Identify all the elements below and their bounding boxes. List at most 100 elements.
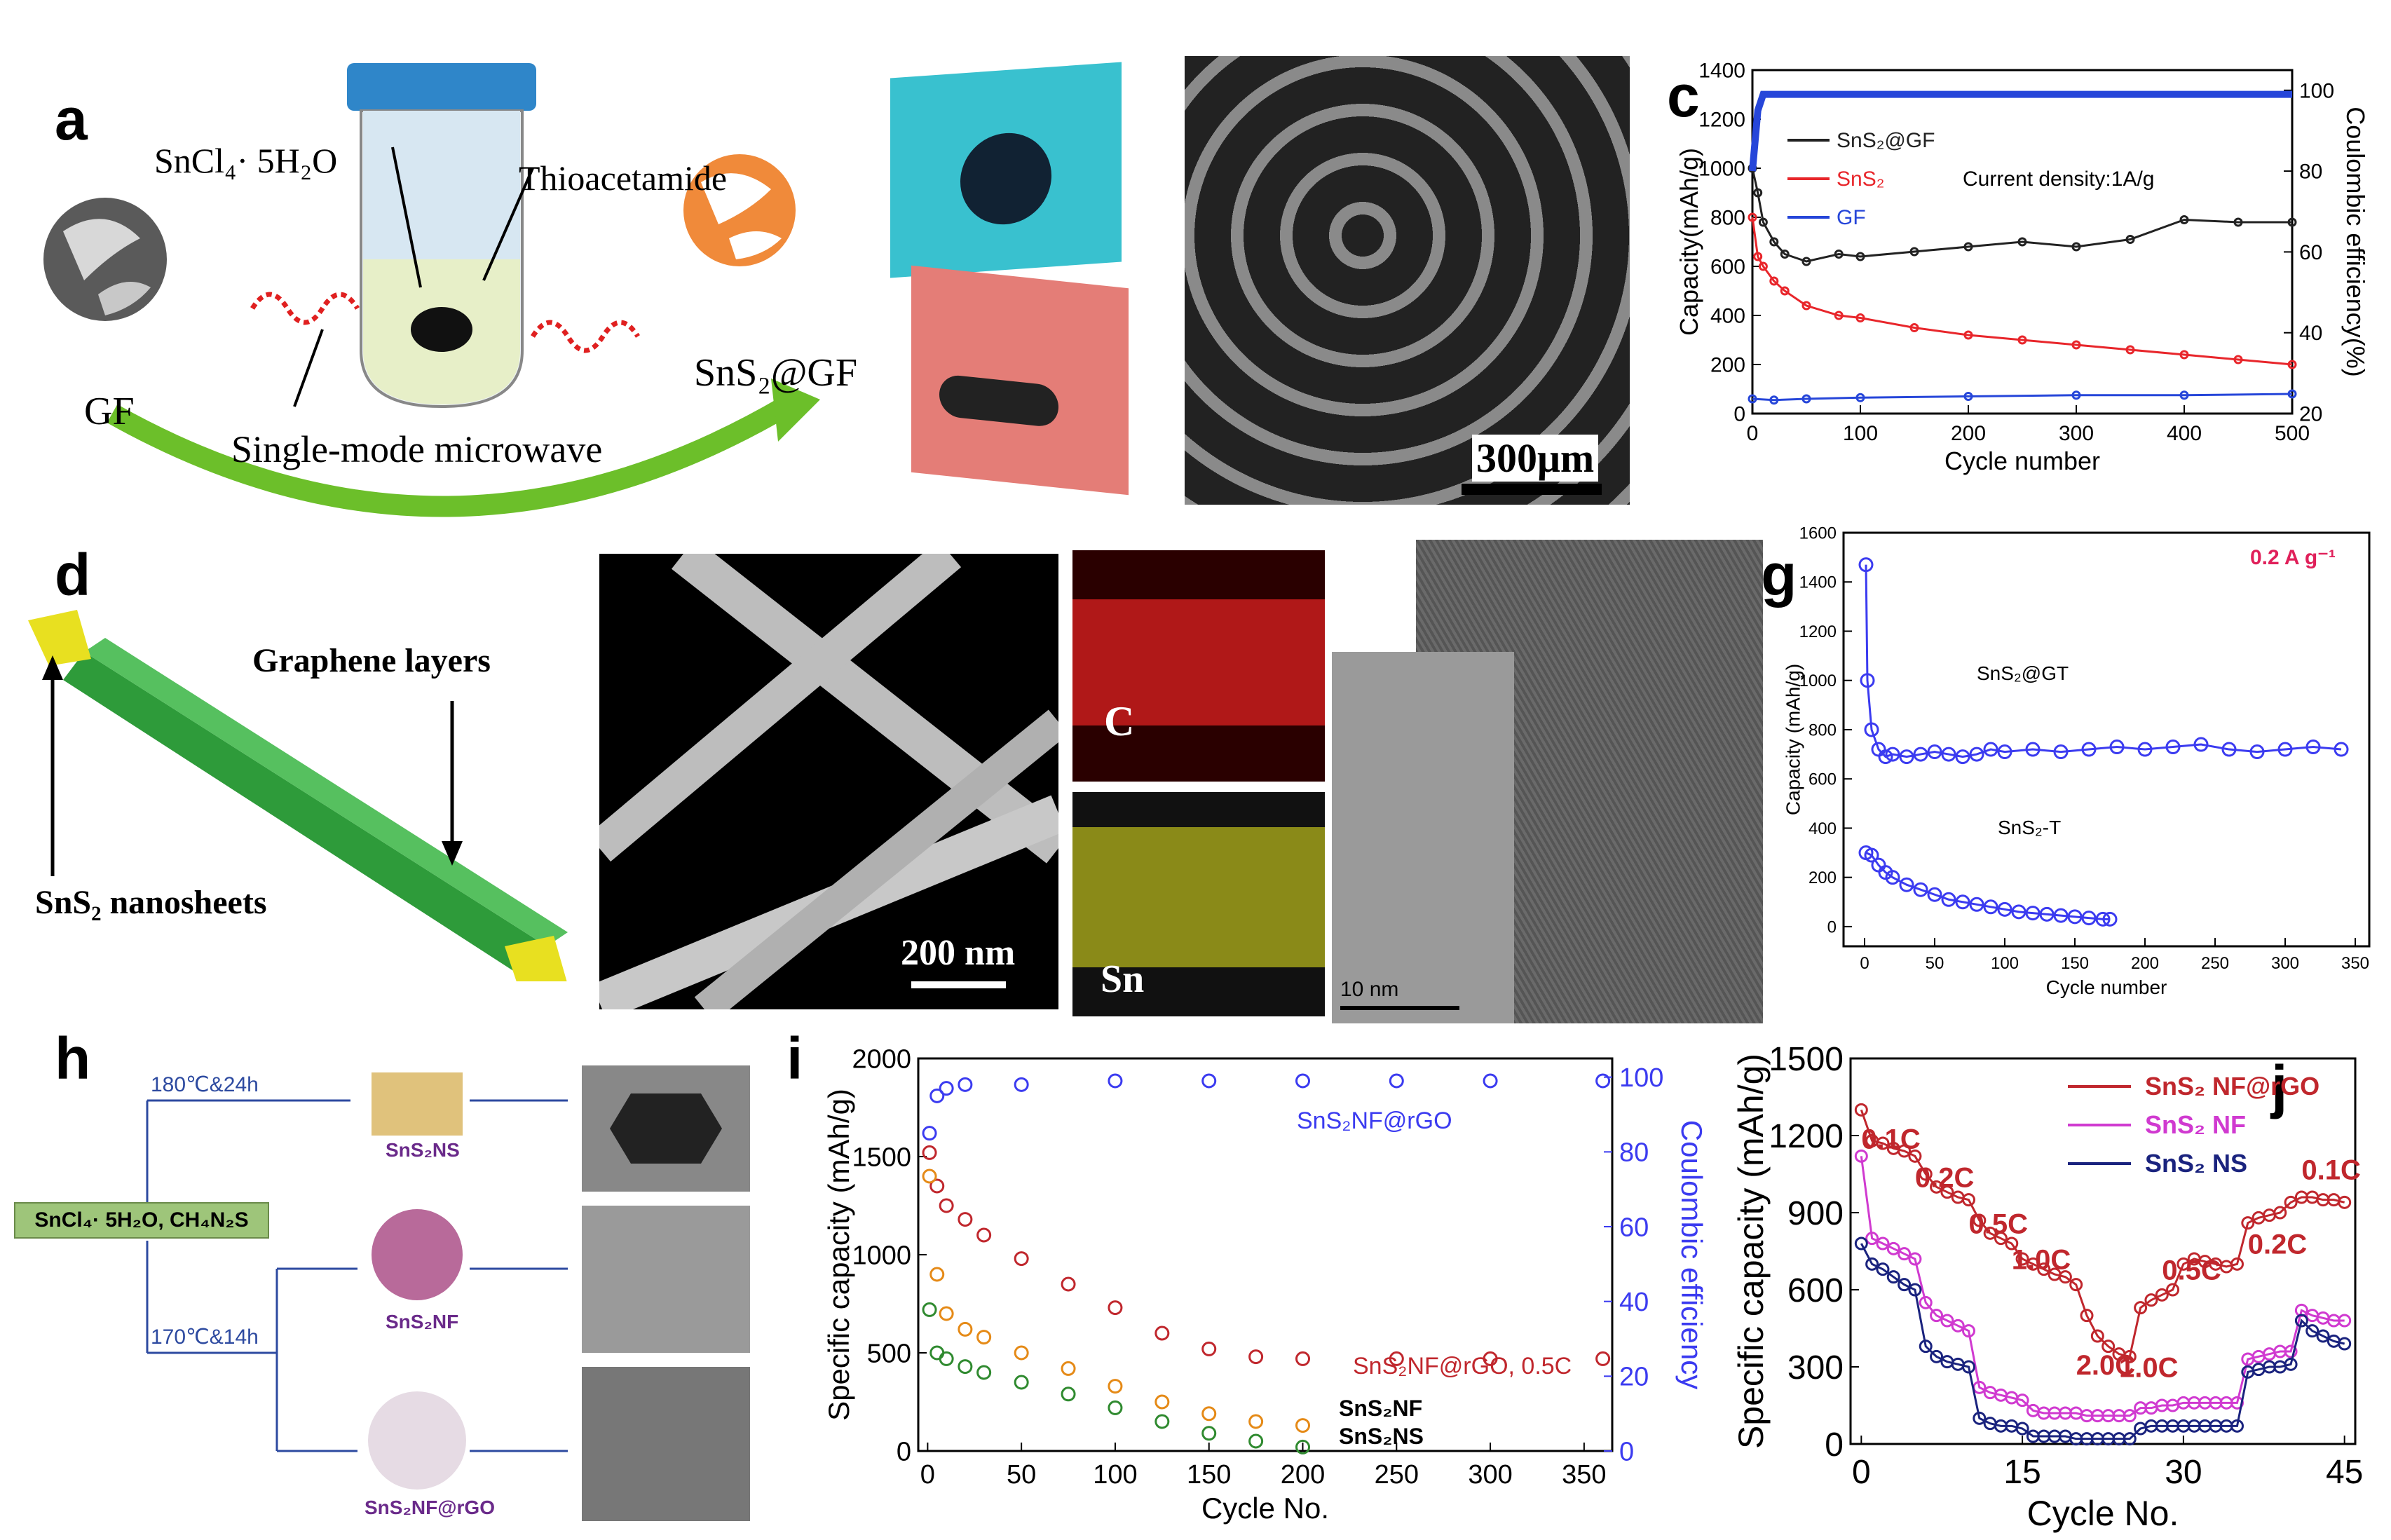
condition-2: 170℃&14h [151,1326,259,1349]
graphene-label: Graphene layers [252,642,491,679]
data-point [2017,335,2027,345]
data-point [1930,1180,1944,1194]
y-tick-label: 400 [1710,305,1745,328]
data-point [2179,390,2189,400]
plot-frame [1751,69,2294,415]
product-nfrgo: SnS₂NF@rGO [365,1497,495,1518]
data-point [2155,1288,2169,1302]
y2-tick-label: 100 [1619,1063,1663,1093]
data-point [2080,1309,2094,1323]
nfrgo-flower [368,1391,466,1490]
data-point [1201,1426,1217,1441]
process-label: Single-mode microwave [231,428,603,470]
series-label-sns2t: SnS₂-T [1998,817,2061,838]
data-point [1962,1324,1976,1338]
x-axis-label: Cycle No. [1201,1492,1329,1525]
tem-nfrgo [582,1367,750,1521]
tube-cap [347,63,536,111]
sheets-label: SnS₂ nanosheets [35,884,267,921]
y2-tick-label: 100 [2299,79,2334,102]
data-point [1983,742,1998,757]
data-point [1919,1295,1933,1309]
data-point [939,1081,954,1096]
data-point [1854,1149,1868,1163]
y-tick-label: 1400 [1698,60,1745,83]
data-point [1886,1241,1900,1255]
y-tick-label: 1000 [852,1241,911,1270]
data-point [2316,1329,2330,1343]
data-point [2053,744,2069,760]
data-point [1919,1167,1933,1181]
data-point [2081,911,2097,926]
x-axis-label: Cycle number [2046,976,2167,998]
data-point [2338,1195,2352,1209]
data-point [939,1198,954,1213]
data-point [1801,257,1811,266]
data-point [1769,276,1779,286]
data-point [1898,1247,1912,1261]
y-tick-label: 0 [1825,1426,1844,1464]
data-point [2193,737,2209,752]
data-point [1908,1252,1922,1266]
data-point [1858,557,1874,573]
current-annotation: 0.2 A g⁻¹ [2250,546,2336,569]
scale-text-f: 10 nm [1340,978,1399,1001]
x-tick-label: 300 [2271,954,2299,973]
y-tick-label: 600 [1787,1272,1844,1309]
panel-label-a: a [55,86,88,152]
data-point [1864,847,1879,863]
y-tick-label: 0 [897,1437,911,1466]
gf-label: GF [84,390,135,433]
data-point [2230,1419,2244,1433]
data-point [922,1302,937,1317]
data-point [1248,1433,1264,1449]
legend-label: SnS₂ [1837,168,1884,191]
y2-tick-label: 80 [1619,1138,1649,1168]
data-point [2338,1314,2352,1328]
y-axis-label: Specific capacity (mAh/g) [822,1089,855,1421]
x-tick-label: 45 [2326,1454,2363,1491]
data-point [2095,911,2111,927]
data-point [2177,1257,2191,1271]
data-point [2071,390,2081,400]
y-tick-label: 500 [867,1339,911,1368]
data-point [1855,313,1865,322]
y-tick-label: 800 [1808,721,1837,740]
data-point [1955,749,1970,765]
y-tick-label: 2000 [852,1044,911,1074]
precursor-box: SnCl₄· 5H₂O, CH₄N₂S [14,1202,269,1239]
x-axis-label: Cycle number [1944,447,2100,475]
data-point [2284,1344,2298,1358]
data-point [2015,1252,2029,1266]
data-point [1595,1073,1611,1089]
data-point [1295,1439,1311,1454]
data-point [1014,1077,1029,1092]
y-tick-label: 200 [1808,868,1837,887]
series-line [1865,852,2110,920]
data-point [2305,1324,2320,1338]
data-point [2015,1394,2029,1408]
eds-map-tin: Sn [1072,792,1325,1016]
data-point [976,1330,992,1345]
reagent-label: Thioacetamide [519,158,728,198]
y-axis-label: Capacity(mAh/g) [1675,148,1703,336]
y-tick-label: 300 [1787,1349,1844,1386]
data-point [1769,237,1779,247]
rate-label: 0.2C [2248,1229,2308,1260]
data-point [922,1145,937,1160]
data-point [2179,215,2189,224]
data-point [1969,897,1984,912]
series-line [1865,564,2342,758]
x-tick-label: 100 [1991,954,2019,973]
data-point [1014,1345,1029,1361]
y-tick-label: 0 [1827,918,1837,936]
data-point [2166,1283,2180,1297]
data-point [1758,261,1768,271]
microwave-wave-left [250,292,360,325]
ce-series-label: SnS₂NF@rGO [1297,1108,1452,1134]
data-point [1780,250,1790,259]
data-point [2287,389,2297,399]
panel-label-j: j [2271,1054,2288,1119]
data-point [1801,301,1811,311]
data-point [976,1365,992,1380]
